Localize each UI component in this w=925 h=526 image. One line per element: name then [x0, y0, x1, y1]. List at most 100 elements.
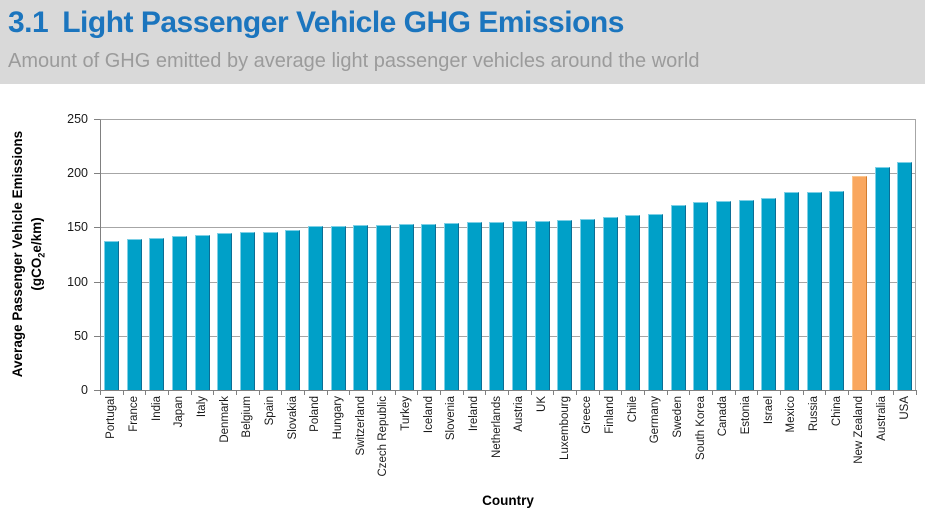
bar-china	[829, 191, 845, 390]
x-tick-label: Italy	[196, 396, 208, 418]
gridline	[101, 173, 916, 175]
y-axis-tick	[94, 390, 100, 391]
x-tick-label: Canada	[717, 396, 730, 437]
x-axis-tick	[417, 391, 419, 395]
x-axis-tick	[258, 391, 260, 395]
bar-spain	[262, 232, 278, 390]
bar-turkey	[398, 224, 414, 390]
bar-hungary	[330, 226, 346, 390]
y-axis-title: Average Passenger Vehicle Emissions (gCO2…	[10, 130, 47, 378]
x-axis-tick	[802, 391, 804, 395]
bar-estonia	[738, 200, 754, 390]
section-number: 3.1	[8, 6, 49, 39]
x-tick-label: Estonia	[740, 396, 752, 435]
bar-chile	[625, 215, 641, 390]
x-axis-tick	[734, 391, 736, 395]
x-tick-label: Spain	[264, 396, 276, 426]
y-tick-label: 150	[67, 220, 88, 235]
x-tick-label: China	[830, 396, 843, 427]
x-axis-tick	[462, 391, 464, 395]
x-tick-label: Finland	[604, 396, 616, 434]
x-axis-tick	[598, 391, 600, 395]
x-tick-label: USA	[898, 396, 911, 420]
y-axis-tick	[94, 227, 100, 229]
bar-mexico	[783, 192, 799, 390]
bar-japan	[171, 236, 187, 390]
x-axis-tick	[485, 391, 487, 395]
bar-chart: Average Passenger Vehicle Emissions (gCO2…	[0, 84, 925, 526]
gridline	[101, 281, 916, 283]
x-tick-label: Israel	[762, 396, 775, 425]
x-axis-tick	[440, 391, 441, 395]
bar-south-korea	[693, 202, 709, 390]
bar-czech-republic	[375, 225, 391, 390]
x-axis-tick	[100, 391, 101, 395]
x-axis-tick	[893, 391, 895, 395]
x-tick-label: France	[128, 396, 140, 432]
x-axis-tick	[326, 391, 328, 395]
x-axis-tick	[213, 391, 215, 395]
bar-israel	[761, 198, 777, 390]
bar-sweden	[670, 205, 686, 390]
x-tick-label: Turkey	[400, 396, 412, 431]
bar-ireland	[466, 222, 482, 390]
bar-belgium	[239, 232, 255, 390]
x-tick-label: Hungary	[332, 396, 344, 440]
y-tick-label: 100	[67, 274, 88, 289]
bar-india	[149, 238, 165, 390]
x-tick-label: Austria	[513, 396, 526, 432]
x-axis-tick	[916, 391, 917, 395]
x-axis-tick	[825, 391, 827, 395]
bar-italy	[194, 235, 210, 390]
x-axis-tick	[780, 391, 781, 395]
x-tick-label: UK	[536, 396, 548, 412]
x-axis-tick	[621, 391, 623, 395]
x-axis-line	[100, 390, 917, 391]
x-axis-tick	[281, 391, 283, 395]
gridline	[101, 227, 916, 229]
y-tick-label: 0	[81, 383, 88, 397]
bar-greece	[579, 219, 595, 390]
x-axis-tick	[870, 391, 872, 395]
y-axis-tick	[94, 173, 100, 175]
bar-austria	[511, 221, 527, 390]
y-axis-tick	[94, 281, 100, 283]
x-tick-label: Sweden	[672, 396, 684, 438]
x-tick-label: Poland	[309, 396, 322, 432]
x-axis-tick	[168, 391, 169, 395]
bar-australia	[874, 167, 890, 390]
bar-slovakia	[285, 230, 301, 390]
x-tick-label: Ireland	[468, 396, 480, 432]
x-axis-tick	[530, 391, 532, 395]
x-tick-label: Mexico	[785, 396, 798, 433]
x-tick-label: Japan	[173, 396, 186, 428]
bar-iceland	[421, 224, 437, 390]
bar-usa	[897, 162, 913, 390]
x-tick-label: India	[150, 396, 163, 421]
x-tick-label: Australia	[876, 396, 888, 441]
x-tick-label: Czech Republic	[377, 396, 390, 477]
bar-switzerland	[353, 225, 369, 390]
x-tick-label: Netherlands	[490, 396, 503, 459]
x-tick-label: Luxembourg	[558, 396, 571, 460]
x-axis-tick	[304, 391, 305, 395]
bar-slovenia	[443, 223, 459, 390]
section-title-text: Light Passenger Vehicle GHG Emissions	[62, 6, 624, 39]
y-tick-label: 200	[67, 166, 88, 181]
x-tick-label: Denmark	[218, 396, 231, 443]
bar-canada	[715, 201, 731, 390]
bar-poland	[307, 226, 323, 390]
x-axis-tick	[576, 391, 577, 395]
x-axis-tick	[508, 391, 509, 395]
gridline	[101, 335, 916, 337]
x-tick-label: Belgium	[241, 396, 254, 438]
x-tick-label: Greece	[581, 396, 594, 434]
x-axis-tick	[122, 391, 124, 395]
bar-germany	[647, 214, 663, 390]
bar-finland	[602, 217, 618, 390]
bar-new-zealand	[851, 176, 867, 390]
x-axis-tick	[190, 391, 192, 395]
x-axis-tick	[757, 391, 759, 395]
x-tick-label: Iceland	[422, 396, 435, 434]
x-tick-label: New Zealand	[853, 396, 866, 464]
